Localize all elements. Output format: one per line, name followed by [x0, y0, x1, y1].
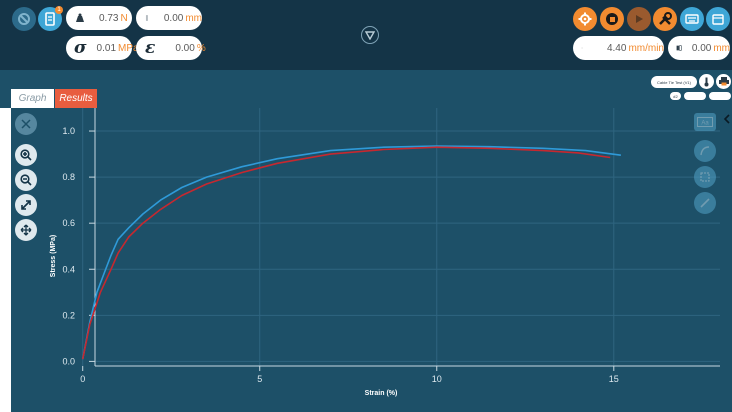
- keyboard-icon: [685, 14, 699, 24]
- printer-icon: [718, 77, 729, 86]
- line-tool-button[interactable]: [694, 192, 716, 214]
- force-unit: N: [120, 12, 128, 24]
- chart-tick-labels: 0 5 10 15 0.0 0.2 0.4 0.6 0.8 1.0: [62, 126, 618, 384]
- x-tick-label: 10: [432, 374, 442, 384]
- expand-icon: [21, 200, 31, 210]
- arrow-right-icon: [581, 47, 583, 49]
- position-value: 0.00: [163, 12, 184, 24]
- y-tick-label: 0.4: [62, 264, 75, 274]
- y-tick-label: 0.8: [62, 172, 75, 182]
- stress-strain-chart: 0 5 10 15 0.0 0.2 0.4 0.6 0.8 1.0 Strain (%) Stre…: [0, 108, 732, 412]
- thermometer-button[interactable]: [699, 74, 714, 89]
- settings-button[interactable]: [573, 7, 597, 31]
- expand-button[interactable]: [15, 194, 37, 216]
- strain-symbol: ε: [145, 38, 156, 58]
- tab-results[interactable]: Results: [55, 89, 97, 108]
- weight-icon: [76, 13, 84, 22]
- region-select-icon: [700, 172, 710, 182]
- thermometer-icon: [704, 77, 709, 86]
- y-axis-label: Stress (MPa): [50, 235, 57, 277]
- speed-readout: 4.40 mm/min: [573, 36, 664, 60]
- reset-zoom-button[interactable]: [15, 113, 37, 135]
- keyboard-button[interactable]: [680, 7, 704, 31]
- line-icon: [700, 198, 710, 208]
- window-icon: [712, 14, 724, 25]
- y-tick-label: 1.0: [62, 126, 75, 136]
- chart-left-strip: [0, 108, 11, 412]
- gear-icon: [578, 12, 592, 26]
- play-button[interactable]: [627, 7, 651, 31]
- chart-grid: [82, 108, 720, 366]
- x-tick-label: 5: [257, 374, 262, 384]
- connection-button[interactable]: [12, 7, 36, 31]
- stop-button[interactable]: [600, 7, 624, 31]
- stress-value: 0.01: [96, 42, 117, 54]
- device-button[interactable]: [38, 7, 62, 31]
- region-select-button[interactable]: [694, 166, 716, 188]
- logo: [361, 26, 379, 44]
- stress-symbol: σ: [74, 38, 87, 58]
- svg-text:Aa: Aa: [701, 121, 709, 127]
- text-annotation-button[interactable]: Aa: [694, 113, 716, 131]
- y-tick-label: 0.2: [62, 310, 75, 320]
- force-readout: 0.73 N: [66, 6, 132, 30]
- series-line-2: [81, 146, 611, 360]
- stop-icon: [606, 13, 618, 25]
- tab-graph[interactable]: Graph: [11, 89, 54, 108]
- extension-readout: 0.00 mm: [668, 36, 730, 60]
- series-line-1: [81, 145, 622, 360]
- chart-axes: [82, 108, 720, 371]
- speed-unit: mm/min: [628, 42, 664, 54]
- test-number-badge[interactable]: #2: [670, 92, 681, 100]
- tools-button[interactable]: [653, 7, 677, 31]
- reset-zoom-icon: [21, 119, 31, 129]
- logo-icon: [365, 31, 375, 40]
- extension-value: 0.00: [691, 42, 712, 54]
- chart-series: [81, 145, 622, 360]
- collapse-arrow-icon[interactable]: [723, 111, 731, 124]
- text-annotation-icon: Aa: [697, 117, 713, 127]
- zoom-in-button[interactable]: [15, 144, 37, 166]
- test-number-label: #2: [673, 93, 678, 99]
- strain-unit: %: [196, 42, 206, 54]
- device-icon: [45, 12, 55, 26]
- strain-readout: ε 0.00 %: [136, 36, 206, 60]
- curve-tool-button[interactable]: [694, 140, 716, 162]
- position-readout: 0.00 mm: [136, 6, 202, 30]
- force-value: 0.73: [99, 12, 119, 24]
- stress-readout: σ 0.01 MPa: [66, 36, 139, 60]
- test-selector-label: Cable Tie Test (V1): [657, 79, 691, 85]
- test-selector[interactable]: Cable Tie Test (V1): [651, 76, 697, 88]
- extension-unit: mm: [713, 42, 730, 54]
- x-tick-label: 15: [609, 374, 619, 384]
- position-unit: mm: [185, 12, 202, 24]
- zoom-out-icon: [20, 174, 32, 186]
- extension-icon: [676, 45, 682, 51]
- option-pill-1[interactable]: [684, 92, 706, 100]
- option-pill-2[interactable]: [709, 92, 731, 100]
- y-tick-label: 0.0: [62, 356, 75, 366]
- curve-icon: [700, 146, 710, 156]
- y-tick-label: 0.6: [62, 218, 75, 228]
- printer-button[interactable]: [716, 74, 731, 89]
- pan-button[interactable]: [15, 219, 37, 241]
- connection-icon: [18, 13, 30, 25]
- strain-value: 0.00: [175, 42, 195, 54]
- x-axis-label: Strain (%): [365, 390, 398, 397]
- wrench-icon: [659, 12, 672, 25]
- position-icon: [145, 15, 148, 21]
- play-icon: [636, 15, 643, 23]
- zoom-out-button[interactable]: [15, 169, 37, 191]
- notification-badge: 1: [55, 6, 63, 14]
- zoom-in-icon: [20, 149, 32, 161]
- top-bar: 1 0.73 N 0.00 mm σ 0.01 MPa ε 0.00 %: [0, 0, 732, 70]
- stress-unit: MPa: [118, 42, 139, 54]
- x-tick-label: 0: [80, 374, 85, 384]
- window-button[interactable]: [706, 7, 730, 31]
- speed-value: 4.40: [606, 42, 627, 54]
- pan-icon: [20, 224, 32, 236]
